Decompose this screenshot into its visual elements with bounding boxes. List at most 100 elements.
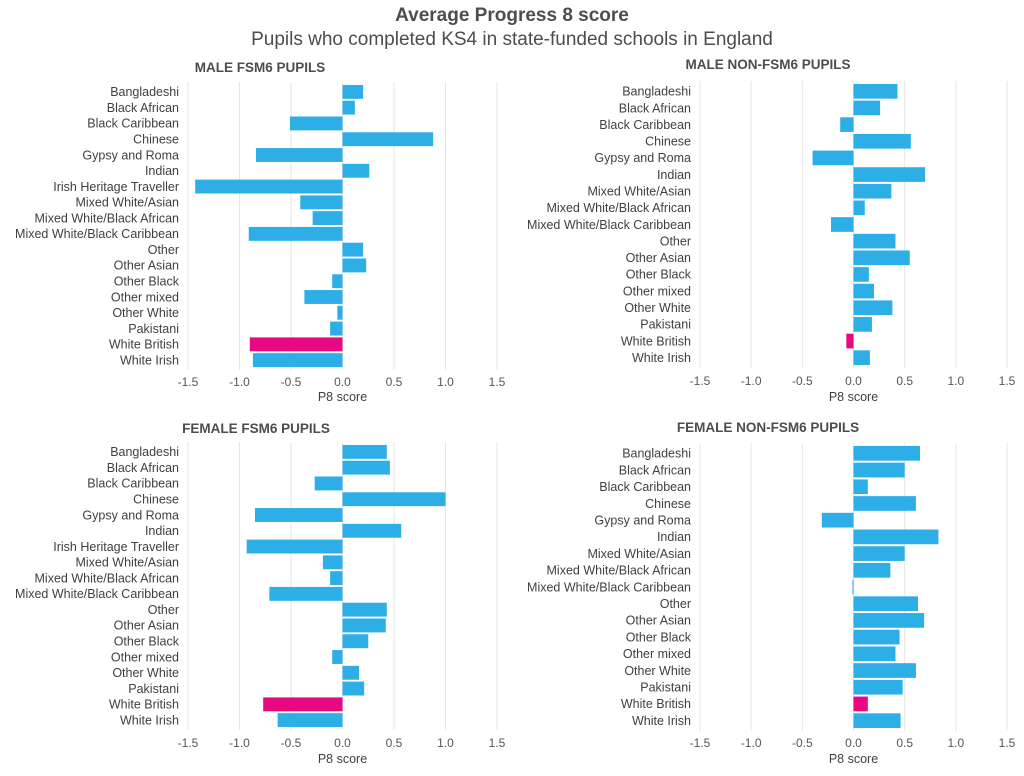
category-label: Other Black xyxy=(626,268,692,282)
x-tick-label: 1.0 xyxy=(437,375,454,389)
bar-mixed-white-asian xyxy=(300,195,343,210)
category-label: Mixed White/Black Caribbean xyxy=(15,587,179,601)
x-tick-label: -1.0 xyxy=(229,375,250,389)
category-label: Mixed White/Asian xyxy=(75,556,179,570)
bar-mixed-white-black-african xyxy=(312,211,343,226)
category-label: Other Asian xyxy=(114,619,179,633)
x-tick-label: -1.0 xyxy=(229,736,250,750)
category-label: White British xyxy=(109,338,179,352)
bar-bangladeshi xyxy=(853,446,921,461)
bar-white-irish xyxy=(277,713,343,728)
x-tick-label: -0.5 xyxy=(281,736,302,750)
bar-other-mixed xyxy=(304,290,343,304)
chart-title: Average Progress 8 score xyxy=(395,5,629,26)
x-axis-label: P8 score xyxy=(829,390,878,404)
category-label: Gypsy and Roma xyxy=(594,151,691,165)
category-label: Mixed White/Asian xyxy=(75,196,179,210)
category-label: Mixed White/Asian xyxy=(587,547,691,561)
x-tick-label: 1.5 xyxy=(489,736,506,750)
x-axis-label: P8 score xyxy=(318,752,367,766)
bar-other-asian xyxy=(342,618,386,633)
category-label: White Irish xyxy=(120,353,179,367)
bar-chinese xyxy=(853,133,911,149)
bar-white-british xyxy=(853,696,868,712)
bar-black-african xyxy=(342,100,355,115)
bar-irish-heritage-traveller xyxy=(195,179,343,194)
category-label: Other Black xyxy=(114,275,180,289)
category-label: Other Asian xyxy=(626,614,691,628)
category-label: Other White xyxy=(112,666,179,680)
x-tick-label: -1.5 xyxy=(690,374,711,388)
category-label: Other Black xyxy=(114,635,180,649)
x-tick-label: -1.0 xyxy=(741,736,762,750)
category-label: Other xyxy=(148,243,179,257)
bar-irish-heritage-traveller xyxy=(246,539,343,554)
bar-other-white xyxy=(853,300,893,316)
x-tick-label: -1.5 xyxy=(178,736,199,750)
x-tick-label: 1.0 xyxy=(947,374,964,388)
bar-other xyxy=(342,242,364,257)
category-label: Chinese xyxy=(133,493,179,507)
category-label: Mixed White/Black African xyxy=(35,571,180,585)
category-label: Irish Heritage Traveller xyxy=(53,540,179,554)
x-tick-label: -1.5 xyxy=(178,375,199,389)
x-tick-label: -1.0 xyxy=(741,374,762,388)
bar-other xyxy=(853,596,918,612)
category-label: Chinese xyxy=(645,135,691,149)
category-label: Indian xyxy=(145,164,179,178)
bar-other-white xyxy=(853,663,916,678)
bar-black-caribbean xyxy=(314,476,343,491)
bar-other-asian xyxy=(853,250,910,266)
category-label: Other Black xyxy=(626,630,692,644)
bar-gypsy-and-roma xyxy=(255,148,343,162)
bar-indian xyxy=(853,167,926,182)
bar-bangladeshi xyxy=(342,84,364,99)
category-label: Mixed White/Black African xyxy=(547,564,692,578)
category-label: Chinese xyxy=(645,497,691,511)
bar-mixed-white-black-caribbean xyxy=(248,226,343,241)
bar-gypsy-and-roma xyxy=(254,508,343,522)
x-tick-label: 0.0 xyxy=(845,374,862,388)
x-tick-label: 0.5 xyxy=(386,736,403,750)
x-tick-label: -0.5 xyxy=(792,374,813,388)
bar-gypsy-and-roma xyxy=(821,512,854,528)
bar-white-british xyxy=(249,337,343,352)
category-label: White British xyxy=(621,697,691,711)
category-label: Pakistani xyxy=(128,682,179,696)
x-tick-label: 0.5 xyxy=(896,374,913,388)
x-tick-label: 1.5 xyxy=(999,374,1016,388)
category-label: Mixed White/Black Caribbean xyxy=(527,580,691,594)
category-label: Mixed White/Asian xyxy=(587,185,691,199)
category-label: White Irish xyxy=(120,713,179,727)
category-label: Black Caribbean xyxy=(599,118,691,132)
x-tick-label: 1.5 xyxy=(999,736,1016,750)
category-label: Black African xyxy=(619,101,691,115)
x-tick-label: 0.5 xyxy=(386,375,403,389)
bar-black-african xyxy=(853,462,905,478)
category-label: Other xyxy=(660,234,691,248)
category-label: Mixed White/Black African xyxy=(547,201,692,215)
bar-gypsy-and-roma xyxy=(812,150,854,166)
bar-other-black xyxy=(342,634,369,649)
category-label: Black Caribbean xyxy=(87,117,179,131)
category-label: White Irish xyxy=(632,714,691,728)
x-tick-label: -0.5 xyxy=(792,736,813,750)
bar-indian xyxy=(342,523,402,538)
category-label: Bangladeshi xyxy=(622,447,691,461)
category-label: Indian xyxy=(657,530,691,544)
category-label: Other White xyxy=(112,306,179,320)
category-label: Black African xyxy=(107,461,179,475)
panel-title: FEMALE NON-FSM6 PUPILS xyxy=(677,420,859,435)
x-tick-label: 1.5 xyxy=(489,375,506,389)
panel-title: FEMALE FSM6 PUPILS xyxy=(182,421,330,436)
bar-other-mixed xyxy=(332,650,343,664)
bar-other-asian xyxy=(342,258,367,273)
category-label: Black African xyxy=(619,463,691,477)
category-label: Other xyxy=(148,603,179,617)
bar-other-asian xyxy=(853,613,925,628)
bar-white-british xyxy=(846,333,854,349)
category-label: Other White xyxy=(624,301,691,315)
